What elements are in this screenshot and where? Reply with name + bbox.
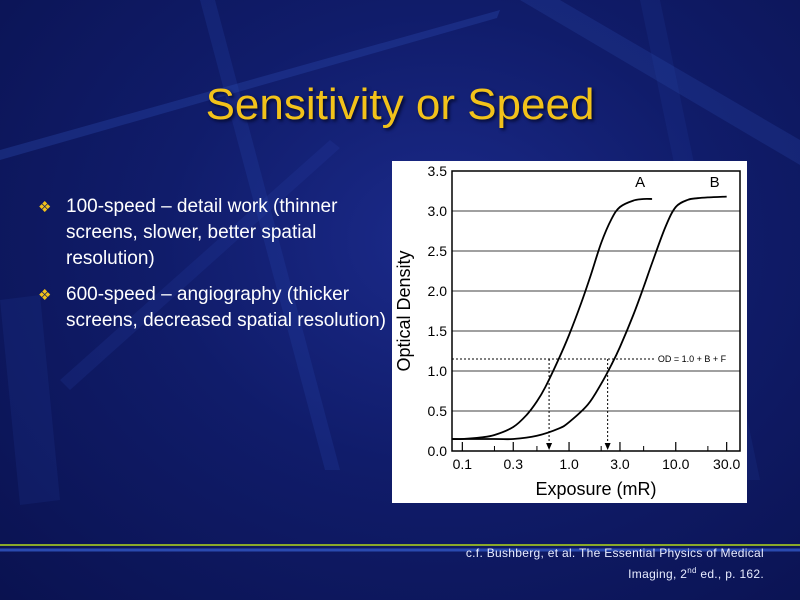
y-tick-label: 0.5 xyxy=(428,403,448,419)
axis-labels: 0.0 0.5 1.0 1.5 2.0 2.5 3.0 3.5 0.1 0.3 1.0 3.0 10.0… xyxy=(394,163,741,499)
y-tick-label: 2.0 xyxy=(428,283,448,299)
characteristic-curve-chart: OD = 1.0 + B + F 0.0 0.5 1.0 1.5 2.0 2.5 3.0 3.… xyxy=(394,163,741,499)
bullet-item-100-speed: ❖ 100-speed – detail work (thinner scree… xyxy=(36,194,386,272)
series-line-b xyxy=(452,195,727,441)
series-label-a: A xyxy=(635,174,645,191)
citation-superscript: nd xyxy=(687,566,697,575)
citation-line-2-end: ed., p. 162. xyxy=(696,567,764,581)
plot-frame xyxy=(451,170,741,452)
y-tick-label: 2.5 xyxy=(428,243,448,259)
series-line-a xyxy=(451,197,653,441)
characteristic-curve-figure: OD = 1.0 + B + F 0.0 0.5 1.0 1.5 2.0 2.5 3.0 3.… xyxy=(392,161,747,503)
y-tick-label: 1.0 xyxy=(428,363,448,379)
bullet-text: 600-speed – angiography (thicker screens… xyxy=(66,284,387,331)
exposure-arrow xyxy=(546,443,553,450)
footer-divider xyxy=(0,544,800,552)
x-tick-label: 0.1 xyxy=(453,456,473,472)
x-tick-label: 30.0 xyxy=(713,456,740,472)
slide-title: Sensitivity or Speed xyxy=(205,80,595,129)
y-tick-label: 1.5 xyxy=(428,323,448,339)
x-tick-label: 10.0 xyxy=(662,456,689,472)
diamond-bullet-icon: ❖ xyxy=(38,199,52,216)
series-label-b: B xyxy=(710,174,720,191)
annotation: OD = 1.0 + B + F xyxy=(452,354,727,450)
od-annotation-label: OD = 1.0 + B + F xyxy=(658,354,727,364)
y-tick-label: 3.5 xyxy=(428,163,448,179)
x-tick-label: 0.3 xyxy=(504,456,524,472)
x-tick-label: 1.0 xyxy=(559,456,579,472)
y-tick-label: 3.0 xyxy=(428,203,448,219)
exposure-arrow xyxy=(604,443,611,450)
x-tick-label: 3.0 xyxy=(610,456,630,472)
y-tick-label: 0.0 xyxy=(428,443,448,459)
citation-line-2-start: Imaging, 2 xyxy=(628,567,688,581)
citation: c.f. Bushberg, et al. The Essential Phys… xyxy=(364,545,764,583)
x-axis-title: Exposure (mR) xyxy=(535,479,656,499)
axes xyxy=(451,170,741,452)
diamond-bullet-icon: ❖ xyxy=(38,287,52,304)
citation-line-2: Imaging, 2nd ed., p. 162. xyxy=(364,562,764,583)
series xyxy=(451,195,727,441)
bullet-text: 100-speed – detail work (thinner screens… xyxy=(66,196,338,269)
citation-line-1: c.f. Bushberg, et al. The Essential Phys… xyxy=(465,546,764,560)
bullet-list: ❖ 100-speed – detail work (thinner scree… xyxy=(36,194,386,344)
gridlines xyxy=(452,170,740,452)
bullet-item-600-speed: ❖ 600-speed – angiography (thicker scree… xyxy=(36,282,386,334)
y-axis-title: Optical Density xyxy=(394,250,414,371)
